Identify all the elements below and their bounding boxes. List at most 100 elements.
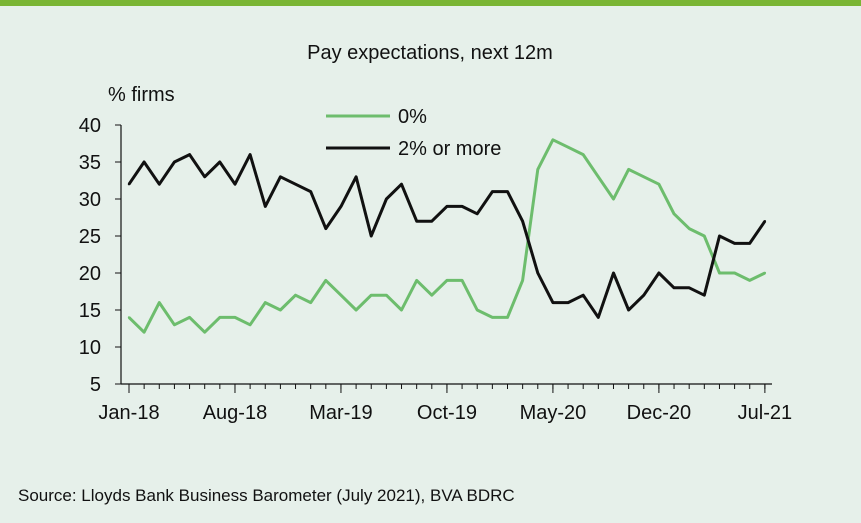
data-point-zero-pct bbox=[521, 279, 524, 282]
data-point-zero-pct bbox=[642, 175, 645, 178]
chart-title: Pay expectations, next 12m bbox=[307, 42, 553, 64]
source-note: Source: Lloyds Bank Business Barometer (… bbox=[18, 486, 515, 505]
data-point-two-pct-or-more bbox=[627, 308, 630, 312]
data-point-zero-pct bbox=[264, 301, 267, 304]
data-point-zero-pct bbox=[460, 279, 464, 282]
data-point-zero-pct bbox=[718, 271, 721, 275]
line-chart: Pay expectations, next 12m % firms 5 10 15… bbox=[79, 42, 792, 424]
data-point-zero-pct bbox=[158, 301, 161, 304]
y-tick-label: 35 bbox=[79, 152, 101, 174]
data-point-two-pct-or-more bbox=[672, 286, 676, 289]
data-point-two-pct-or-more bbox=[233, 183, 237, 186]
data-point-two-pct-or-more bbox=[158, 183, 161, 186]
data-point-zero-pct bbox=[354, 308, 358, 312]
data-point-two-pct-or-more bbox=[642, 294, 645, 297]
data-point-zero-pct bbox=[582, 153, 585, 156]
legend-label-0pct: 0% bbox=[398, 106, 427, 128]
y-tick-label: 25 bbox=[79, 226, 101, 248]
data-point-zero-pct bbox=[218, 316, 222, 319]
data-point-zero-pct bbox=[612, 197, 615, 201]
data-point-zero-pct bbox=[400, 308, 403, 312]
y-tick-label: 10 bbox=[79, 337, 101, 359]
data-point-two-pct-or-more bbox=[657, 271, 661, 275]
data-point-two-pct-or-more bbox=[339, 205, 343, 208]
y-axis-label: % firms bbox=[108, 84, 175, 106]
data-point-two-pct-or-more bbox=[460, 205, 464, 208]
x-tick-label: Jan-18 bbox=[98, 402, 159, 424]
x-tick-label: Oct-19 bbox=[417, 402, 477, 424]
data-point-two-pct-or-more bbox=[173, 160, 176, 164]
data-point-zero-pct bbox=[127, 316, 131, 319]
data-point-zero-pct bbox=[385, 294, 388, 297]
data-point-two-pct-or-more bbox=[491, 190, 494, 193]
data-point-zero-pct bbox=[476, 308, 479, 312]
y-tick-labels: 5 10 15 20 25 30 35 40 bbox=[79, 115, 101, 396]
data-point-zero-pct bbox=[733, 271, 736, 275]
data-point-zero-pct bbox=[672, 212, 676, 215]
data-point-two-pct-or-more bbox=[430, 220, 433, 223]
data-point-two-pct-or-more bbox=[718, 234, 721, 238]
y-tick-label: 20 bbox=[79, 263, 101, 285]
data-point-zero-pct bbox=[203, 331, 206, 334]
data-point-two-pct-or-more bbox=[203, 175, 206, 178]
data-point-two-pct-or-more bbox=[264, 205, 267, 208]
data-point-two-pct-or-more bbox=[748, 242, 751, 245]
x-tick-label: Mar-19 bbox=[309, 402, 372, 424]
data-point-two-pct-or-more bbox=[506, 190, 509, 193]
data-point-two-pct-or-more bbox=[142, 160, 146, 164]
data-point-zero-pct bbox=[536, 168, 539, 171]
data-point-two-pct-or-more bbox=[551, 301, 555, 304]
data-point-zero-pct bbox=[233, 316, 237, 319]
data-point-zero-pct bbox=[339, 294, 343, 297]
data-point-zero-pct bbox=[748, 279, 751, 282]
data-point-zero-pct bbox=[248, 323, 252, 326]
data-point-zero-pct bbox=[370, 294, 373, 297]
data-point-two-pct-or-more bbox=[703, 294, 706, 297]
data-point-two-pct-or-more bbox=[521, 220, 524, 223]
data-point-zero-pct bbox=[173, 323, 176, 326]
data-point-zero-pct bbox=[415, 279, 418, 282]
data-point-zero-pct bbox=[445, 279, 449, 282]
data-point-zero-pct bbox=[687, 227, 691, 230]
data-point-two-pct-or-more bbox=[612, 271, 615, 275]
data-point-two-pct-or-more bbox=[279, 175, 282, 178]
data-point-zero-pct bbox=[597, 175, 600, 178]
data-point-zero-pct bbox=[657, 183, 661, 186]
data-point-zero-pct bbox=[703, 234, 706, 238]
data-point-zero-pct bbox=[142, 331, 146, 334]
data-point-two-pct-or-more bbox=[582, 294, 585, 297]
data-point-zero-pct bbox=[279, 308, 282, 312]
data-point-two-pct-or-more bbox=[763, 220, 767, 223]
data-point-zero-pct bbox=[294, 294, 297, 297]
data-point-two-pct-or-more bbox=[370, 234, 373, 238]
data-point-zero-pct bbox=[491, 316, 494, 319]
data-point-two-pct-or-more bbox=[354, 175, 358, 178]
data-point-two-pct-or-more bbox=[476, 212, 479, 215]
data-point-zero-pct bbox=[551, 138, 555, 141]
x-tick-label: May-20 bbox=[520, 402, 587, 424]
data-point-two-pct-or-more bbox=[127, 183, 131, 186]
y-tick-label: 40 bbox=[79, 115, 101, 137]
data-point-two-pct-or-more bbox=[415, 220, 418, 223]
data-point-two-pct-or-more bbox=[218, 160, 222, 164]
legend: 0% 2% or more bbox=[326, 106, 501, 160]
y-tick-label: 5 bbox=[90, 374, 101, 396]
data-point-two-pct-or-more bbox=[385, 197, 388, 201]
data-point-zero-pct bbox=[763, 271, 767, 275]
data-point-two-pct-or-more bbox=[400, 183, 403, 186]
data-point-zero-pct bbox=[627, 168, 630, 171]
x-tick-label: Jul-21 bbox=[738, 402, 792, 424]
data-point-two-pct-or-more bbox=[309, 190, 312, 193]
data-point-two-pct-or-more bbox=[536, 271, 539, 275]
data-point-zero-pct bbox=[309, 301, 312, 304]
series-layer bbox=[127, 138, 767, 334]
data-point-two-pct-or-more bbox=[733, 242, 736, 245]
data-point-two-pct-or-more bbox=[445, 205, 449, 208]
series-line-two-pct-or-more bbox=[127, 153, 767, 319]
axes bbox=[115, 124, 772, 393]
data-point-zero-pct bbox=[430, 294, 433, 297]
data-point-two-pct-or-more bbox=[188, 153, 191, 156]
data-point-two-pct-or-more bbox=[324, 227, 328, 230]
x-tick-label: Aug-18 bbox=[203, 402, 268, 424]
x-tick-labels: Jan-18 Aug-18 Mar-19 Oct-19 May-20 Dec-20 Jul-… bbox=[98, 402, 792, 424]
